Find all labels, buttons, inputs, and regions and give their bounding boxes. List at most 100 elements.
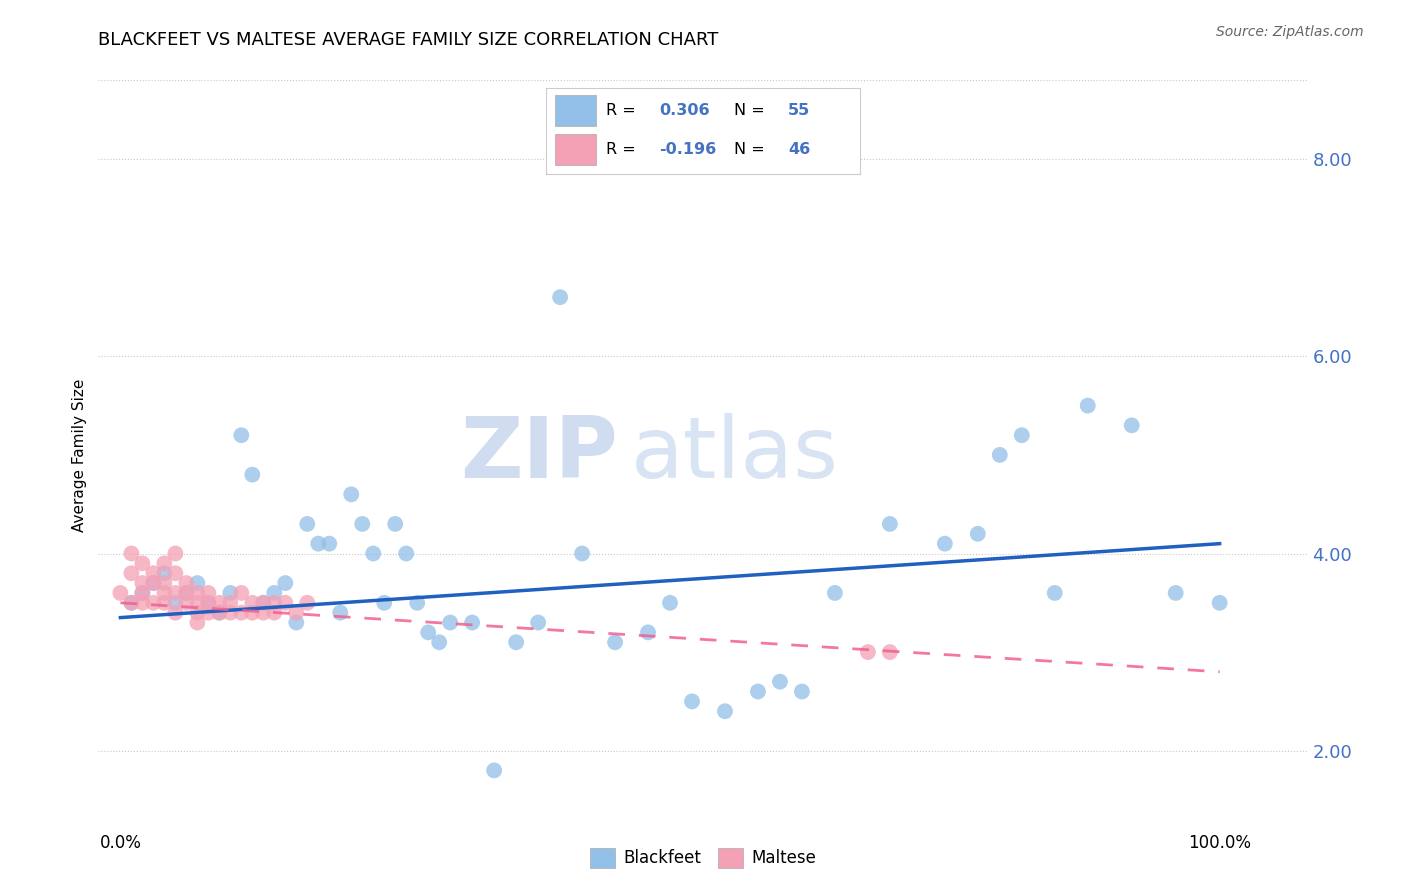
Point [131, 576, 153, 591]
Point [165, 586, 187, 600]
Point [240, 596, 263, 610]
Point [1011, 428, 1033, 442]
Point [165, 547, 187, 561]
Point [176, 586, 198, 600]
Point [527, 615, 550, 630]
Point [231, 428, 253, 442]
Point [461, 615, 484, 630]
Point [252, 596, 274, 610]
Point [110, 586, 132, 600]
Point [769, 674, 792, 689]
Point [790, 684, 813, 698]
Point [418, 625, 440, 640]
Point [1043, 586, 1066, 600]
Point [637, 625, 659, 640]
Point [297, 516, 319, 531]
Point [153, 566, 176, 581]
Point [186, 576, 208, 591]
Point [176, 586, 198, 600]
Point [856, 645, 879, 659]
Point [208, 606, 231, 620]
Point [824, 586, 846, 600]
Point [340, 487, 363, 501]
Point [361, 547, 384, 561]
Point [165, 596, 187, 610]
Point [120, 566, 142, 581]
Point [120, 596, 142, 610]
Point [142, 596, 165, 610]
Text: ZIP: ZIP [461, 413, 619, 497]
Legend: Blackfeet, Maltese: Blackfeet, Maltese [583, 841, 823, 875]
Point [197, 596, 219, 610]
Point [274, 596, 297, 610]
Point [373, 596, 395, 610]
Point [153, 596, 176, 610]
Point [427, 635, 450, 649]
Point [934, 536, 956, 550]
Point [659, 596, 682, 610]
Point [747, 684, 769, 698]
Point [186, 586, 208, 600]
Point [1164, 586, 1187, 600]
Point [988, 448, 1011, 462]
Point [285, 615, 308, 630]
Point [240, 467, 263, 482]
Point [571, 547, 593, 561]
Point [966, 526, 988, 541]
Point [186, 615, 208, 630]
Point [307, 536, 329, 550]
Point [131, 557, 153, 571]
Point [219, 596, 242, 610]
Text: Source: ZipAtlas.com: Source: ZipAtlas.com [1216, 25, 1364, 39]
Point [165, 606, 187, 620]
Point [197, 596, 219, 610]
Point [1077, 399, 1099, 413]
Point [714, 704, 737, 718]
Point [548, 290, 571, 304]
Point [603, 635, 626, 649]
Point [352, 516, 374, 531]
Point [240, 606, 263, 620]
Point [131, 586, 153, 600]
Point [197, 606, 219, 620]
Point [439, 615, 461, 630]
Point [285, 606, 308, 620]
Point [252, 596, 274, 610]
Point [879, 645, 901, 659]
Point [219, 606, 242, 620]
Point [165, 566, 187, 581]
Point [142, 566, 165, 581]
Point [318, 536, 340, 550]
Point [681, 694, 703, 708]
Point [186, 606, 208, 620]
Y-axis label: Average Family Size: Average Family Size [72, 378, 87, 532]
Point [231, 586, 253, 600]
Point [120, 596, 142, 610]
Point [153, 557, 176, 571]
Point [482, 764, 505, 778]
Point [1208, 596, 1230, 610]
Point [186, 596, 208, 610]
Point [252, 606, 274, 620]
Point [231, 606, 253, 620]
Point [176, 596, 198, 610]
Point [384, 516, 406, 531]
Point [406, 596, 429, 610]
Point [263, 596, 285, 610]
Point [153, 576, 176, 591]
Point [263, 606, 285, 620]
Point [1121, 418, 1143, 433]
Point [505, 635, 527, 649]
Point [153, 586, 176, 600]
Point [879, 516, 901, 531]
Point [197, 586, 219, 600]
Point [208, 596, 231, 610]
Text: BLACKFEET VS MALTESE AVERAGE FAMILY SIZE CORRELATION CHART: BLACKFEET VS MALTESE AVERAGE FAMILY SIZE… [98, 31, 718, 49]
Point [274, 576, 297, 591]
Point [208, 606, 231, 620]
Point [329, 606, 352, 620]
Point [219, 586, 242, 600]
Point [142, 576, 165, 591]
Text: atlas: atlas [630, 413, 838, 497]
Point [395, 547, 418, 561]
